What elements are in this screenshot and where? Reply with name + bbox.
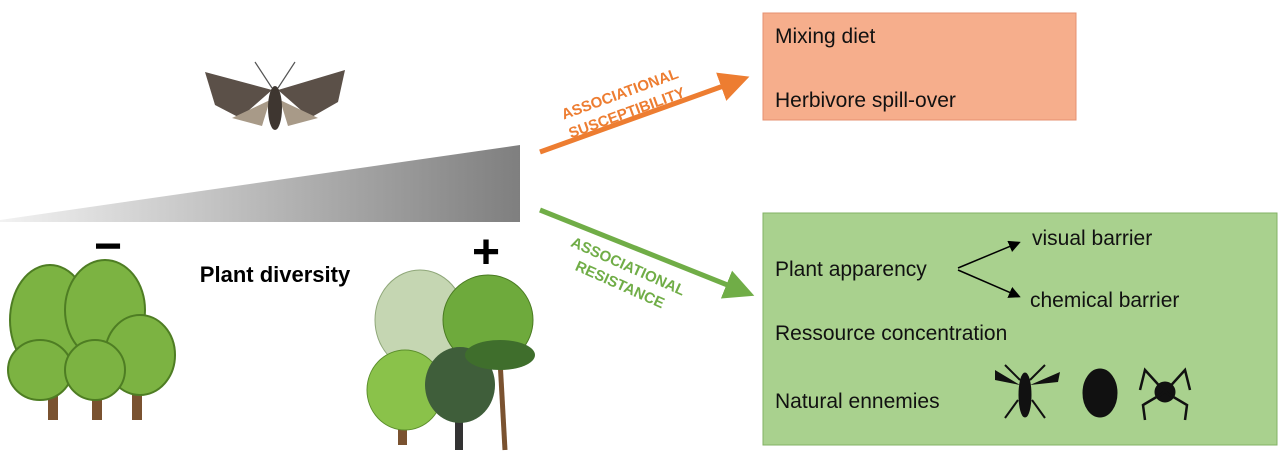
- box-item: Natural ennemies: [775, 390, 940, 413]
- box-item: Ressource concentration: [775, 322, 1007, 345]
- box-item: chemical barrier: [1030, 289, 1179, 312]
- box-item: Herbivore spill-over: [775, 89, 956, 112]
- box-item: visual barrier: [1032, 227, 1152, 250]
- box-item: Mixing diet: [775, 25, 876, 48]
- diagram: − + Plant diversity ASSOCIATIONAL: [0, 0, 1280, 454]
- mixed-trees: [367, 270, 535, 450]
- gradient-label: Plant diversity: [200, 262, 351, 287]
- diversity-gradient: [0, 145, 520, 222]
- moth-icon: [205, 62, 345, 130]
- high-label: +: [472, 226, 500, 279]
- monoculture-trees: [8, 260, 175, 420]
- box-item: Plant apparency: [775, 258, 927, 281]
